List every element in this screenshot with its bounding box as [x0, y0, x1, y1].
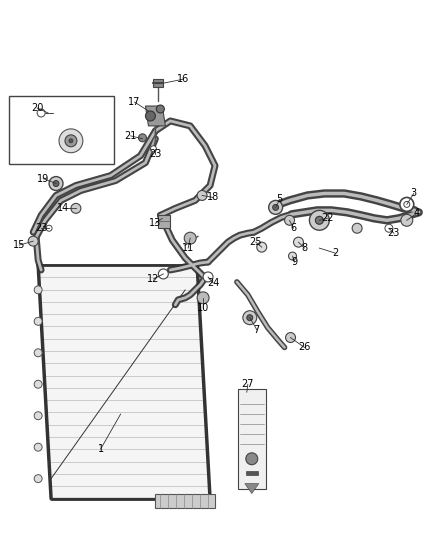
Text: 18: 18	[207, 192, 219, 203]
Text: 23: 23	[388, 228, 400, 238]
Text: 12: 12	[147, 274, 159, 284]
Circle shape	[400, 197, 414, 212]
Circle shape	[65, 135, 77, 147]
Text: 13: 13	[149, 219, 162, 228]
Circle shape	[34, 475, 42, 482]
Text: 22: 22	[321, 213, 334, 223]
Polygon shape	[145, 106, 165, 126]
Text: 10: 10	[197, 303, 209, 313]
Text: 23: 23	[149, 149, 162, 159]
Circle shape	[34, 443, 42, 451]
Text: 2: 2	[332, 248, 339, 258]
Circle shape	[37, 109, 45, 117]
Polygon shape	[38, 265, 210, 498]
Text: 1: 1	[98, 444, 104, 454]
Text: 27: 27	[242, 379, 254, 389]
Text: 3: 3	[411, 189, 417, 198]
Circle shape	[34, 380, 42, 388]
Circle shape	[268, 200, 283, 214]
Text: 15: 15	[13, 240, 25, 250]
Polygon shape	[155, 494, 215, 508]
Text: 24: 24	[207, 278, 219, 288]
Circle shape	[289, 252, 297, 260]
Circle shape	[315, 216, 323, 224]
Text: 4: 4	[413, 208, 420, 219]
Circle shape	[247, 314, 253, 321]
Text: 16: 16	[177, 74, 189, 84]
Text: 19: 19	[37, 174, 49, 183]
Circle shape	[257, 242, 267, 252]
Circle shape	[159, 269, 168, 279]
Circle shape	[401, 214, 413, 226]
Circle shape	[69, 139, 73, 143]
Text: 14: 14	[57, 204, 69, 213]
Circle shape	[285, 215, 294, 225]
Text: 5: 5	[276, 195, 283, 205]
Circle shape	[404, 201, 410, 207]
Circle shape	[71, 204, 81, 213]
Circle shape	[352, 223, 362, 233]
Circle shape	[34, 349, 42, 357]
Circle shape	[243, 311, 257, 325]
Text: 26: 26	[298, 343, 311, 352]
Circle shape	[150, 146, 156, 152]
Circle shape	[156, 105, 164, 113]
Text: 11: 11	[182, 243, 194, 253]
Text: 8: 8	[301, 243, 307, 253]
Bar	[9, 96, 114, 164]
Polygon shape	[159, 215, 170, 228]
Circle shape	[59, 129, 83, 153]
Circle shape	[34, 411, 42, 419]
Circle shape	[286, 333, 296, 343]
Circle shape	[293, 237, 304, 247]
Circle shape	[28, 236, 38, 246]
Circle shape	[197, 190, 207, 200]
Circle shape	[145, 111, 155, 121]
Circle shape	[385, 224, 393, 232]
Circle shape	[273, 204, 279, 211]
Bar	[153, 79, 163, 87]
Circle shape	[34, 317, 42, 325]
Circle shape	[203, 272, 213, 282]
Text: 17: 17	[128, 97, 141, 107]
Circle shape	[53, 181, 59, 187]
Text: 23: 23	[35, 223, 47, 233]
Circle shape	[34, 286, 42, 294]
Text: 25: 25	[250, 237, 262, 247]
Circle shape	[309, 211, 329, 230]
Text: 7: 7	[254, 325, 260, 335]
Circle shape	[246, 453, 258, 465]
Circle shape	[197, 292, 209, 304]
Text: 20: 20	[31, 103, 43, 113]
Circle shape	[49, 176, 63, 190]
Circle shape	[184, 232, 196, 244]
Text: 21: 21	[124, 131, 137, 141]
Polygon shape	[246, 471, 258, 475]
Circle shape	[138, 134, 146, 142]
Text: 9: 9	[291, 257, 297, 267]
Text: 6: 6	[290, 223, 297, 233]
Bar	[238, 389, 266, 489]
Polygon shape	[245, 483, 259, 494]
Circle shape	[46, 225, 52, 231]
